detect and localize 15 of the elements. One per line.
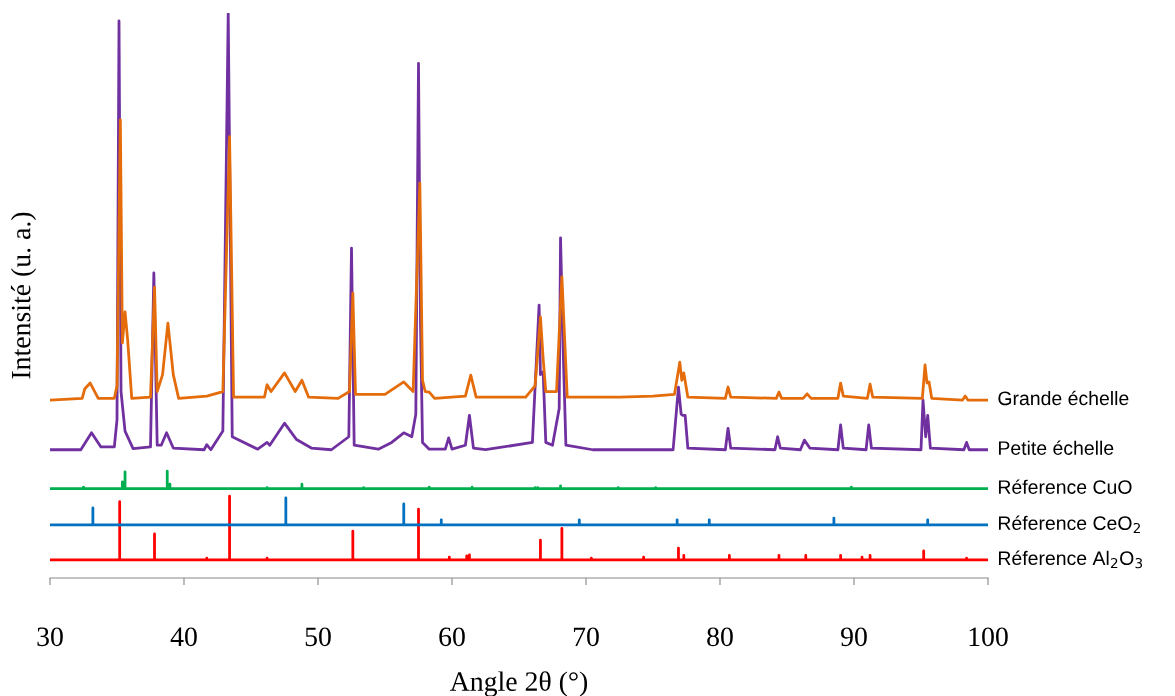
x-tick-label: 40 — [170, 627, 197, 647]
series-label: Réference CuO — [998, 479, 1132, 494]
series-label: Réference CeO$_{2}$ — [998, 515, 1140, 534]
x-tick-label: 50 — [305, 627, 331, 647]
x-tick-label: 80 — [707, 627, 733, 647]
x-axis-title: Angle 2θ (°) — [449, 671, 588, 696]
x-tick-label: 100 — [969, 627, 1008, 647]
x-tick-label: 70 — [573, 627, 599, 647]
x-tick-label: 60 — [439, 627, 465, 647]
x-tick-label: 30 — [37, 627, 63, 647]
x-tick-label: 90 — [841, 627, 867, 647]
series-label: Grande échelle — [998, 390, 1129, 406]
series-label: Réference Al$_{2}$O$_{3}$ — [998, 550, 1143, 569]
y-axis-title: Intensité (u. a.) — [10, 212, 37, 379]
series-label: Petite échelle — [998, 440, 1114, 455]
